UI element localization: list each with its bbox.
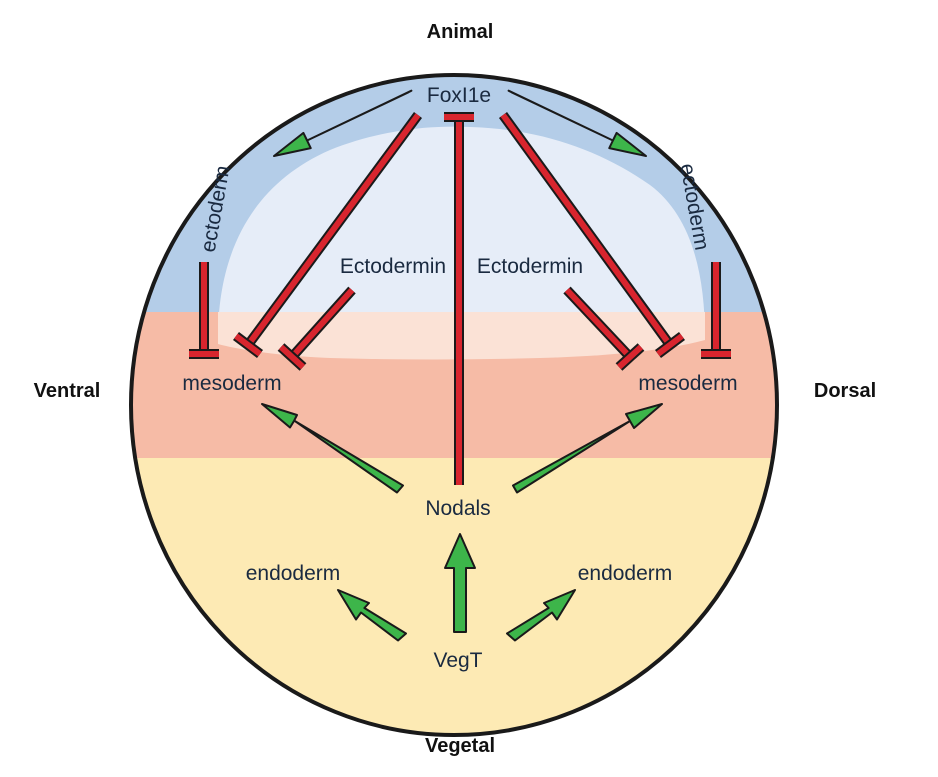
inhibition-links (189, 112, 731, 485)
node-nodals: Nodals (425, 497, 490, 520)
arrow-vegt-to-endoderm-left (337, 589, 407, 642)
node-endoderm-left: endoderm (246, 562, 341, 585)
animal-pole-label: Animal (427, 21, 494, 43)
vegetal-pole-label: Vegetal (425, 735, 495, 757)
arrow-vegt-to-nodals (444, 533, 476, 633)
inhibition-foxi1e-to-nodals (444, 112, 474, 485)
inhibition-ectodermin-to-mesoderm-left (277, 286, 356, 371)
arrow-foxi1e-to-ectoderm-left (273, 89, 413, 157)
node-ectodermin-left: Ectodermin (340, 255, 446, 278)
arrow-nodals-to-mesoderm-right (512, 403, 663, 494)
inhibition-ectoderm-left-to-mesoderm (189, 262, 219, 359)
inhibition-foxi1e-to-mesoderm-left (233, 112, 423, 358)
node-endoderm-right: endoderm (578, 562, 673, 585)
inhibition-ectodermin-to-mesoderm-right (563, 286, 645, 371)
dorsal-side-label: Dorsal (814, 380, 876, 402)
ventral-side-label: Ventral (34, 380, 101, 402)
node-mesoderm-right: mesoderm (638, 372, 737, 395)
node-mesoderm-left: mesoderm (182, 372, 281, 395)
inhibition-foxi1e-to-mesoderm-right (498, 112, 685, 358)
inhibition-ectoderm-right-to-mesoderm (701, 262, 731, 359)
activation-links (261, 89, 663, 642)
embryo-outline (129, 73, 779, 737)
arrow-nodals-to-mesoderm-left (261, 403, 404, 494)
arrow-foxi1e-to-ectoderm-right (507, 89, 647, 157)
node-ectodermin-right: Ectodermin (477, 255, 583, 278)
node-foxi1e: FoxI1e (427, 84, 491, 107)
node-vegt: VegT (433, 649, 482, 672)
arrow-vegt-to-endoderm-right (506, 589, 576, 642)
